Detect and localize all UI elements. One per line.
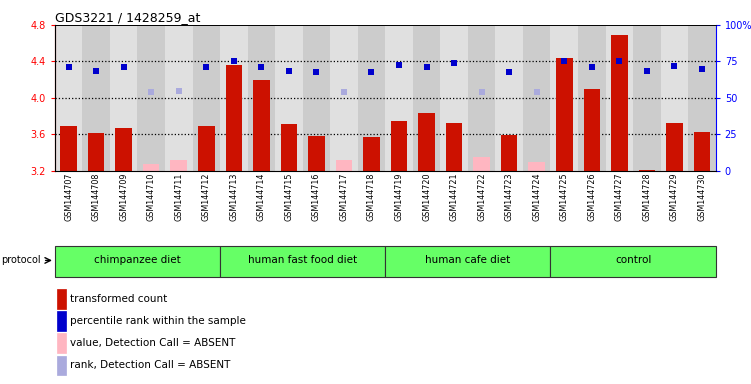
Bar <box>88 134 104 171</box>
Bar <box>385 246 550 276</box>
Bar <box>281 124 297 171</box>
Text: value, Detection Call = ABSENT: value, Detection Call = ABSENT <box>71 338 236 348</box>
Bar <box>57 333 65 353</box>
Bar <box>170 160 187 171</box>
Bar <box>55 25 83 171</box>
Bar <box>248 25 275 171</box>
Bar <box>137 25 165 171</box>
Bar <box>418 113 435 171</box>
Bar <box>253 80 270 171</box>
Bar <box>57 356 65 375</box>
Bar <box>473 157 490 171</box>
Bar <box>638 170 655 171</box>
Bar <box>556 58 572 171</box>
Bar <box>165 25 192 171</box>
Bar <box>198 126 215 171</box>
Bar <box>440 25 468 171</box>
Bar <box>220 246 385 276</box>
Bar <box>666 124 683 171</box>
Bar <box>357 25 385 171</box>
Bar <box>330 25 357 171</box>
Text: control: control <box>615 255 651 265</box>
Bar <box>694 132 710 171</box>
Bar <box>57 311 65 331</box>
Bar <box>523 25 550 171</box>
Bar <box>116 128 132 171</box>
Bar <box>529 162 545 171</box>
Bar <box>661 25 688 171</box>
Bar <box>57 289 65 309</box>
Bar <box>60 126 77 171</box>
Bar <box>550 246 716 276</box>
Text: rank, Detection Call = ABSENT: rank, Detection Call = ABSENT <box>71 360 231 370</box>
Bar <box>413 25 440 171</box>
Bar <box>496 25 523 171</box>
Bar <box>143 164 159 171</box>
Bar <box>385 25 413 171</box>
Bar <box>578 25 605 171</box>
Bar <box>308 136 324 171</box>
Bar <box>110 25 137 171</box>
Bar <box>605 25 633 171</box>
Bar <box>501 135 517 171</box>
Text: protocol: protocol <box>1 255 41 265</box>
Text: human fast food diet: human fast food diet <box>248 255 357 265</box>
Bar <box>275 25 303 171</box>
Bar <box>446 124 463 171</box>
Text: chimpanzee diet: chimpanzee diet <box>94 255 181 265</box>
Bar <box>391 121 407 171</box>
Bar <box>550 25 578 171</box>
Bar <box>633 25 661 171</box>
Text: percentile rank within the sample: percentile rank within the sample <box>71 316 246 326</box>
Bar <box>55 246 220 276</box>
Bar <box>83 25 110 171</box>
Text: GDS3221 / 1428259_at: GDS3221 / 1428259_at <box>55 11 201 24</box>
Bar <box>225 65 242 171</box>
Text: human cafe diet: human cafe diet <box>425 255 511 265</box>
Bar <box>363 137 380 171</box>
Text: transformed count: transformed count <box>71 294 167 304</box>
Bar <box>303 25 330 171</box>
Bar <box>611 35 628 171</box>
Bar <box>336 160 352 171</box>
Bar <box>220 25 248 171</box>
Bar <box>584 89 600 171</box>
Bar <box>468 25 496 171</box>
Bar <box>688 25 716 171</box>
Bar <box>192 25 220 171</box>
